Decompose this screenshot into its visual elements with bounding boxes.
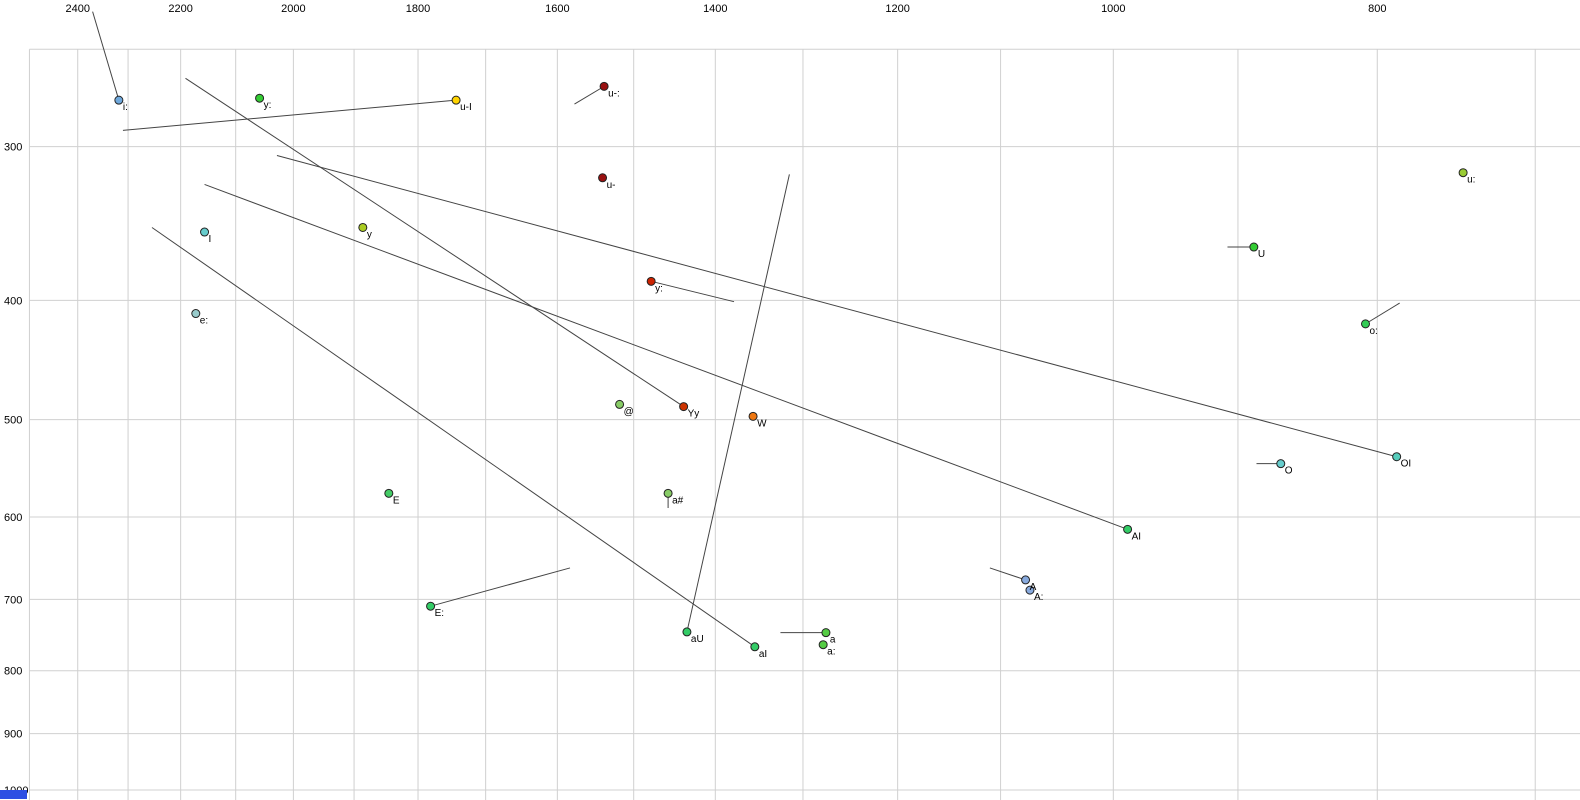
vowel-point-label: a# — [672, 495, 684, 506]
vowel-point — [679, 402, 689, 412]
x-axis-tick-label: 1000 — [1101, 3, 1125, 15]
x-axis-tick-label: 1600 — [545, 3, 569, 15]
vowel-point — [1123, 524, 1133, 534]
trajectory-line — [686, 174, 790, 633]
vowel-point-label: O — [1285, 466, 1293, 477]
trajectory-line — [122, 99, 457, 131]
vowel-point-label: a: — [827, 647, 835, 658]
x-axis-tick-label: 1800 — [406, 3, 430, 15]
x-axis-tick-label: 2400 — [65, 3, 89, 15]
corner-accent — [0, 790, 27, 799]
vowel-point — [1392, 452, 1402, 462]
vowel-point-label: A: — [1034, 592, 1043, 603]
y-axis-tick-label: 300 — [4, 142, 22, 154]
vowel-point-label: e: — [200, 316, 208, 327]
vowel-point-label: u-I — [460, 102, 472, 113]
vowel-point — [358, 222, 368, 232]
vowel-point-label: a — [830, 635, 836, 646]
vowel-point-label: W — [757, 418, 767, 429]
x-axis-tick-label: 1200 — [885, 3, 909, 15]
vowel-point — [255, 93, 265, 103]
vowel-point-label: y: — [655, 283, 663, 294]
trajectory-line — [276, 154, 1397, 458]
vowel-point — [384, 488, 394, 498]
vowel-point-label: OI — [1401, 459, 1412, 470]
vowel-point-label: Yy — [688, 409, 700, 420]
vowel-point — [748, 411, 758, 421]
vowel-point — [114, 95, 124, 105]
vowel-point — [598, 173, 608, 183]
vowel-point-label: A — [1030, 582, 1037, 593]
vowel-point-label: U — [1258, 249, 1265, 260]
vowel-point-label: AI — [1132, 531, 1141, 542]
vowel-point — [1458, 168, 1468, 178]
vowel-point-label: aU — [691, 634, 704, 645]
trajectory-line — [204, 183, 1128, 530]
y-axis-tick-label: 400 — [4, 295, 22, 307]
vowel-point-label: @ — [624, 406, 634, 417]
x-axis-tick-label: 2000 — [281, 3, 305, 15]
vowel-point-label: aI — [759, 649, 767, 660]
trajectory-line — [92, 11, 120, 101]
vowel-point — [1021, 575, 1031, 585]
vowel-point-label: o: — [1370, 326, 1378, 337]
y-axis-tick-label: 900 — [4, 729, 22, 741]
vowel-point — [451, 95, 461, 105]
vowel-point-label: u-: — [608, 88, 620, 99]
vowel-point — [1361, 319, 1371, 329]
vowel-point — [818, 640, 828, 650]
vowel-point-label: u- — [607, 180, 616, 191]
vowel-point — [682, 627, 692, 637]
vowel-point — [426, 601, 436, 611]
trajectory-line — [1365, 302, 1400, 325]
vowel-point — [191, 309, 201, 319]
y-axis-tick-label: 700 — [4, 594, 22, 606]
vowel-point-label: y — [367, 229, 372, 240]
x-axis-tick-label: 1400 — [703, 3, 727, 15]
y-axis-tick-label: 500 — [4, 415, 22, 427]
trajectory-line — [651, 280, 735, 303]
vowel-point — [821, 628, 831, 638]
vowel-point — [646, 276, 656, 286]
vowel-point-label: y: — [264, 100, 272, 111]
vowel-point — [615, 399, 625, 409]
vowel-point — [599, 81, 609, 91]
trajectory-line — [185, 77, 684, 408]
trajectory-line — [989, 567, 1026, 581]
vowel-point — [1025, 585, 1035, 595]
vowel-point-label: u: — [1467, 175, 1475, 186]
vowel-point — [1249, 242, 1259, 252]
vowel-point — [663, 488, 673, 498]
vowel-point — [750, 642, 760, 652]
trajectory-line — [430, 567, 571, 607]
vowel-point-label: E: — [435, 608, 444, 619]
trajectory-line — [574, 85, 605, 105]
y-axis-tick-label: 800 — [4, 666, 22, 678]
trajectory-line — [151, 227, 756, 648]
x-axis-tick-label: 2200 — [168, 3, 192, 15]
y-axis-tick-label: 600 — [4, 512, 22, 524]
vowel-point-label: E — [393, 495, 400, 506]
vowel-point — [1276, 459, 1286, 469]
vowel-point — [200, 227, 210, 237]
vowel-point-label: i: — [123, 102, 128, 113]
vowel-point-label: I — [209, 234, 212, 245]
x-axis-tick-label: 800 — [1368, 3, 1386, 15]
